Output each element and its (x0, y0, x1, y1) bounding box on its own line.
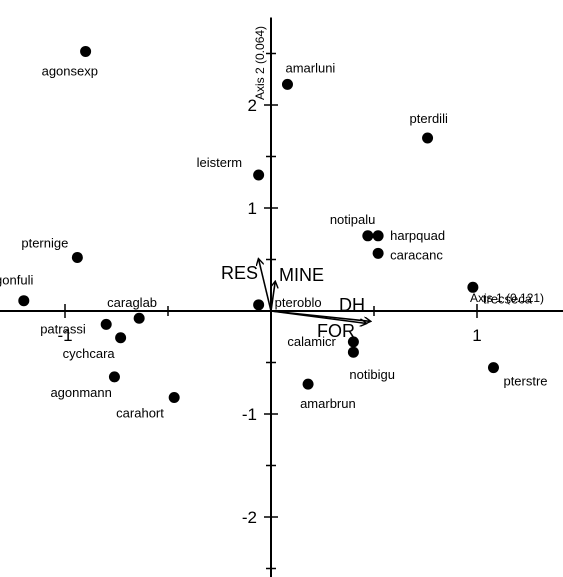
vector-arrow (270, 310, 370, 321)
point-label: agonmann (50, 385, 111, 400)
data-point (71, 251, 83, 263)
data-point (108, 371, 120, 383)
vector-label: RES (221, 263, 258, 283)
y-axis-title: Axis 2 (0.064) (253, 26, 267, 100)
x-tick-label: -1 (57, 326, 72, 345)
x-tick-label: 1 (472, 326, 481, 345)
point-label: agonsexp (42, 63, 98, 78)
vector-label: MINE (279, 265, 324, 285)
data-point (362, 230, 374, 242)
point-label: calamicr (287, 334, 336, 349)
data-point (80, 45, 92, 57)
data-point (253, 299, 265, 311)
vector-arrow (270, 282, 275, 312)
data-point (253, 169, 265, 181)
data-point (281, 78, 293, 90)
point-label: caracanc (390, 247, 443, 262)
point-label: harpquad (390, 228, 445, 243)
point-label: pternige (21, 235, 68, 250)
data-point (18, 295, 30, 307)
y-tick-label: 2 (248, 96, 257, 115)
point-label: notipalu (330, 212, 376, 227)
point-label: notibigu (349, 367, 395, 382)
point-label: cychcara (63, 346, 116, 361)
y-tick-label: -2 (242, 508, 257, 527)
vector-label: FOR (317, 321, 355, 341)
axes: -2 -1 1 2 -2 -1 1 2 Axis 1 (0.121) Axis 2 (0.0… (0, 17, 563, 577)
point-label: pteroblo (275, 295, 322, 310)
data-point (347, 336, 359, 348)
data-point (168, 392, 180, 404)
vector-label: DH (339, 295, 365, 315)
data-point (100, 318, 112, 330)
point-label: pterdili (410, 111, 448, 126)
point-label: pterstre (503, 374, 547, 389)
point-label: amarluni (285, 60, 335, 75)
point-label: carahort (116, 406, 164, 421)
data-point (302, 378, 314, 390)
point-label: caraglab (107, 295, 157, 310)
vector-arrow (259, 260, 272, 312)
x-ticks: -2-112 (57, 304, 482, 345)
data-point (372, 247, 384, 259)
species-points: agonsexp amarluni pterdili leisterm notipalu… (0, 45, 548, 421)
point-label: trecseca (483, 291, 533, 306)
data-point (133, 312, 145, 324)
y-tick-label: 1 (248, 199, 257, 218)
y-tick-label: -1 (242, 405, 257, 424)
point-label: amarbrun (300, 396, 356, 411)
environment-vectors: RES MINE DH FOR (221, 260, 370, 341)
data-point (115, 332, 127, 344)
data-point (422, 132, 434, 144)
point-label: leisterm (197, 155, 243, 170)
point-label: patrassi (40, 321, 86, 336)
x-axis-title: Axis 1 (0.121) (470, 291, 544, 305)
data-point (467, 281, 479, 293)
point-label: agonfuli (0, 273, 33, 288)
y-ticks: -2 -1 1 2 (242, 52, 278, 570)
data-point (372, 230, 384, 242)
data-point (347, 346, 359, 358)
data-point (487, 362, 499, 374)
